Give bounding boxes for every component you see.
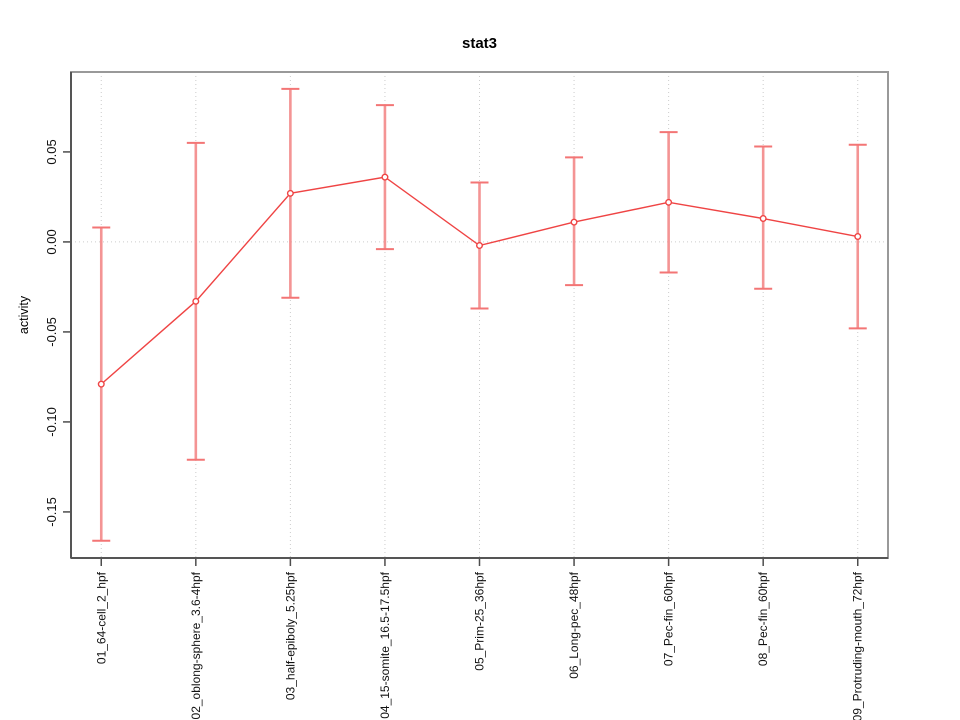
x-tick-label: 02_oblong-sphere_3.6-4hpf	[189, 571, 203, 719]
data-point-marker	[759, 215, 767, 223]
data-point-marker	[192, 297, 200, 305]
x-tick-label: 03_half-epiboly_5.25hpf	[283, 571, 297, 700]
x-tick-label: 05_Prim-25_36hpf	[473, 571, 487, 670]
x-tick-label: 06_Long-pec_48hpf	[567, 571, 581, 678]
x-tick-label: 07_Pec-fin_60hpf	[662, 571, 676, 666]
data-point-marker	[286, 189, 294, 197]
y-tick-label: -0.15	[44, 497, 59, 527]
data-point-marker	[381, 173, 389, 181]
x-tick-label: 04_15-somite_16.5-17.5hpf	[378, 571, 392, 718]
y-tick-label: -0.05	[44, 317, 59, 347]
data-point-marker	[97, 380, 105, 388]
data-point-marker	[665, 198, 673, 206]
data-point-marker	[854, 233, 862, 241]
data-point-marker	[570, 218, 578, 226]
chart-title: stat3	[461, 35, 498, 52]
y-tick-label: -0.10	[44, 407, 59, 437]
data-point-marker	[476, 242, 484, 250]
x-tick-label: 08_Pec-fin_60hpf	[756, 571, 770, 666]
y-tick-label: 0.00	[44, 229, 59, 254]
x-tick-label: 01_64-cell_2_hpf	[94, 571, 108, 664]
y-tick-label: 0.05	[44, 139, 59, 164]
x-tick-label: 09_Protruding-mouth_72hpf	[851, 571, 865, 720]
